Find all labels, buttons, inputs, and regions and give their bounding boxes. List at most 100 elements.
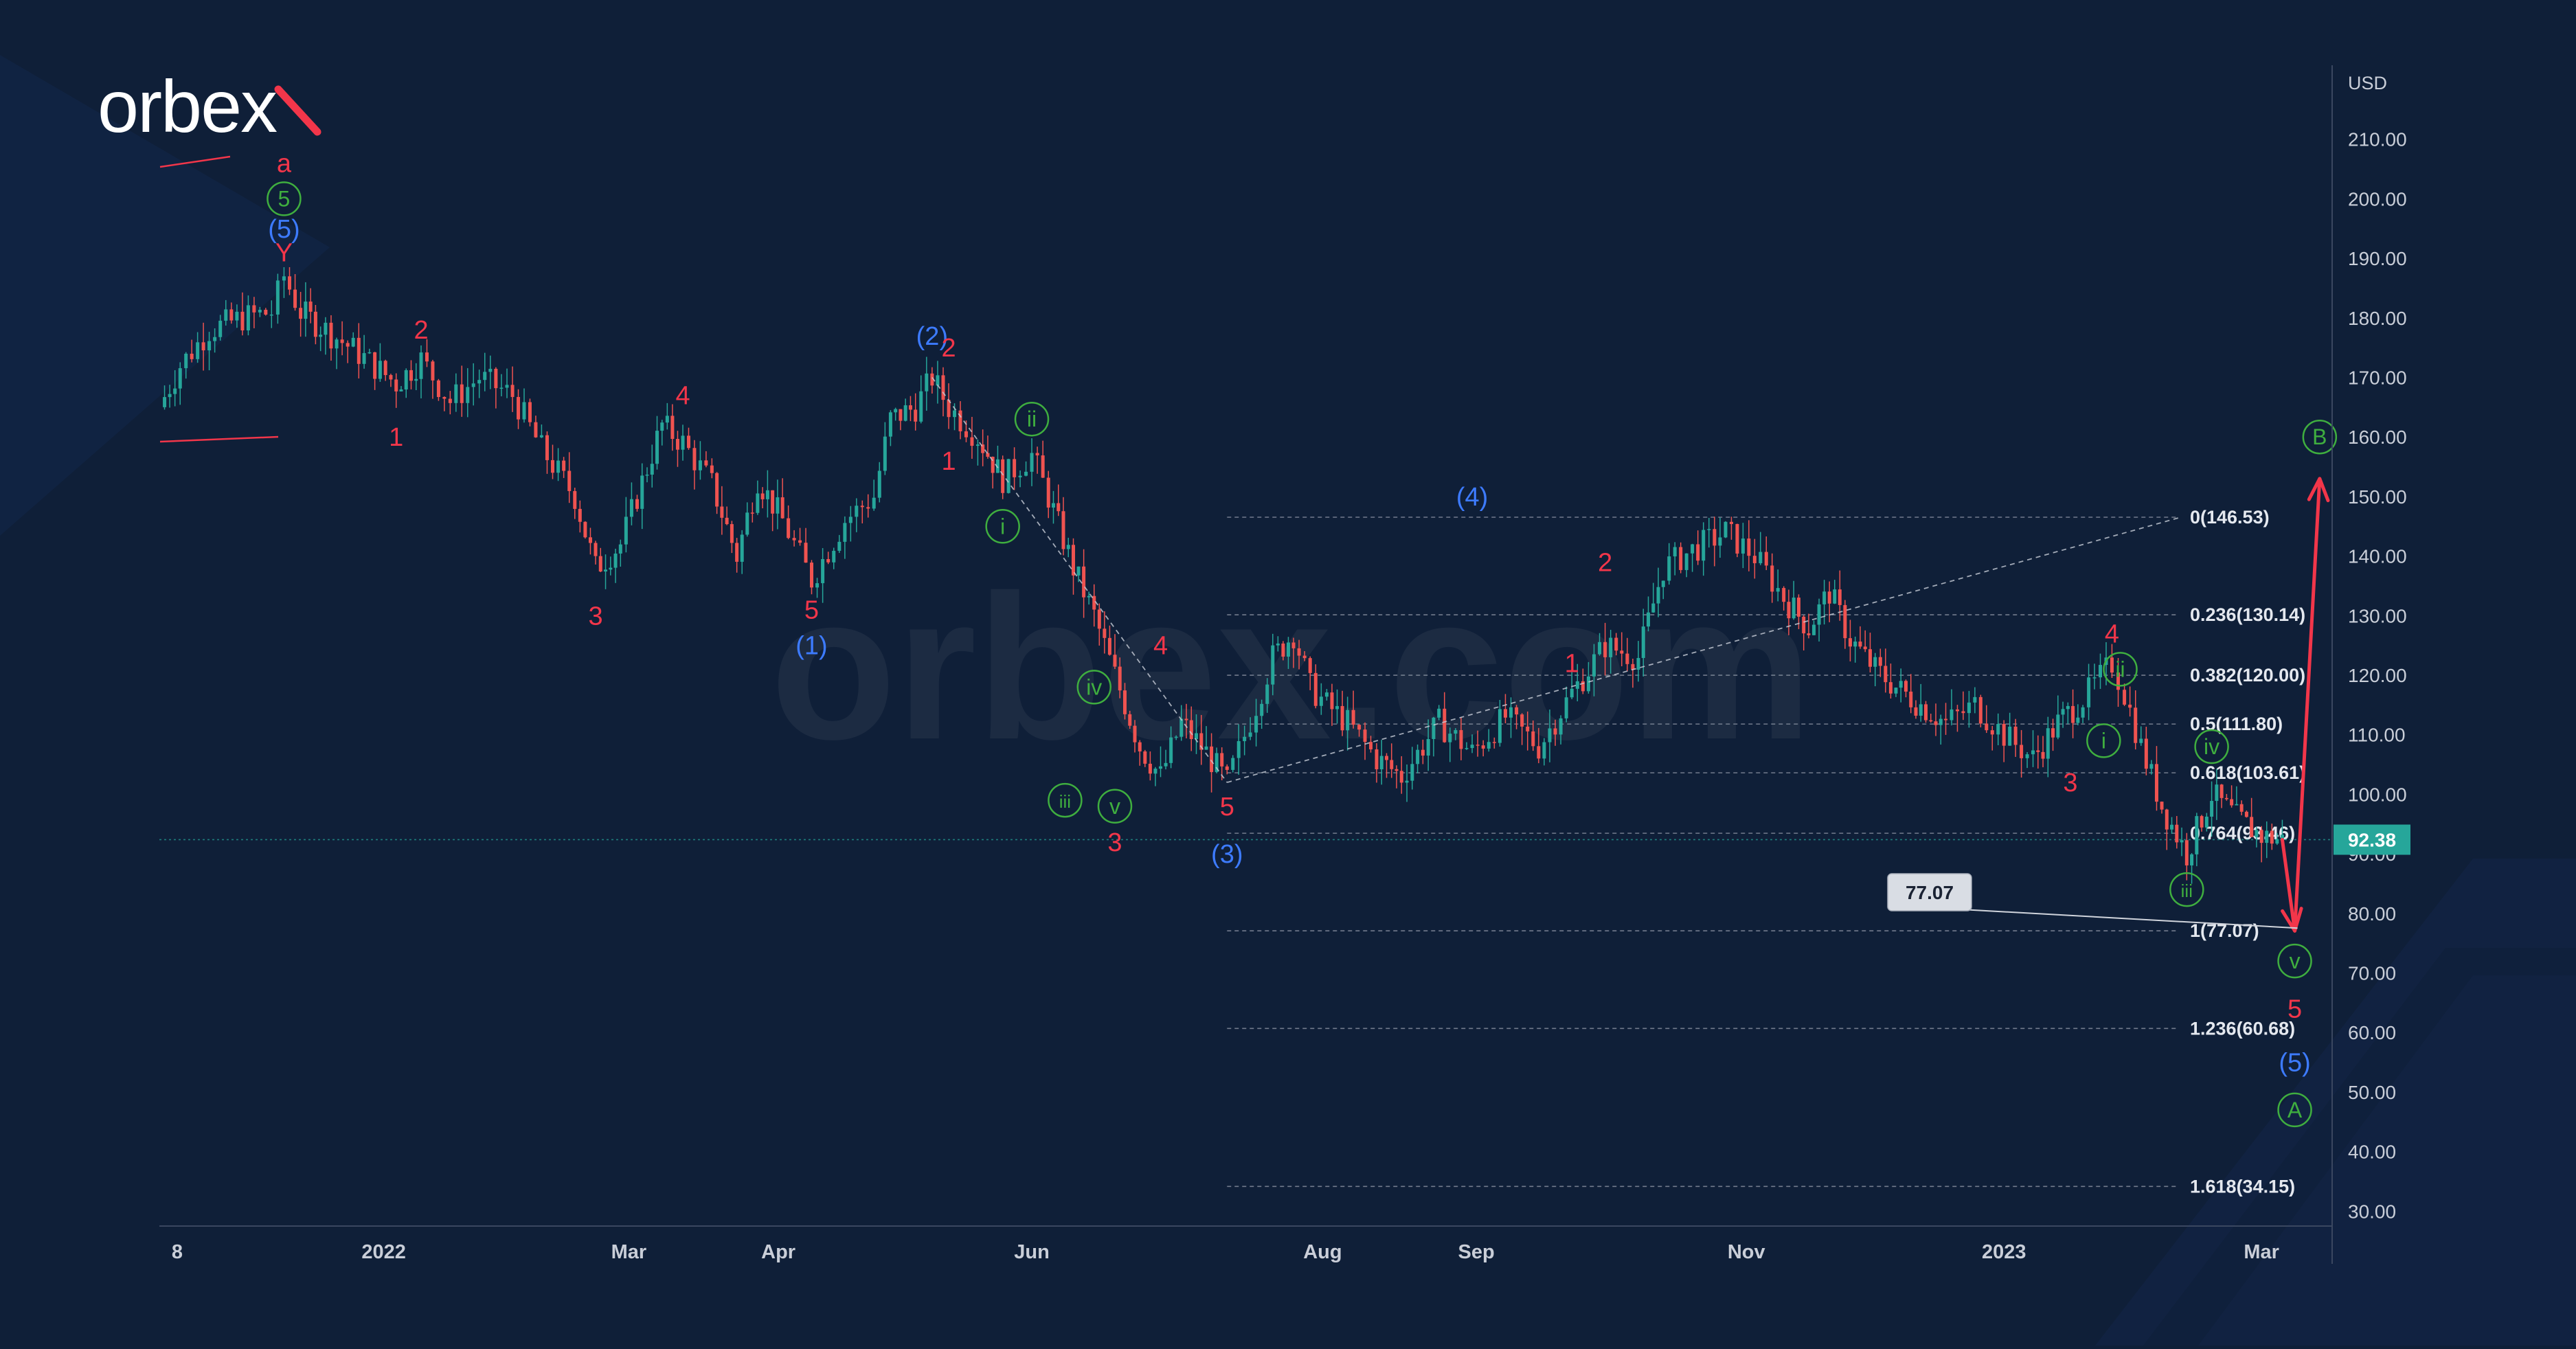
candle-body bbox=[173, 388, 177, 394]
candle-body bbox=[1817, 604, 1821, 625]
candle-body bbox=[2235, 804, 2239, 806]
candle-body bbox=[510, 385, 515, 397]
wave-label: iv bbox=[2204, 734, 2219, 759]
bg-chevron-shape bbox=[0, 55, 330, 536]
wave-label: 4 bbox=[675, 382, 690, 411]
candle-body bbox=[1340, 705, 1344, 731]
candle-body bbox=[1375, 749, 1379, 769]
candle-body bbox=[1919, 704, 1923, 716]
candle-body bbox=[2056, 714, 2060, 738]
candle-body bbox=[609, 567, 613, 570]
candle-body bbox=[2270, 830, 2274, 844]
candle-body bbox=[1097, 609, 1101, 629]
candle-body bbox=[562, 460, 566, 471]
candle-body bbox=[588, 537, 592, 543]
candle-body bbox=[1702, 530, 1706, 561]
candle-body bbox=[335, 339, 339, 349]
candle-body bbox=[1308, 658, 1312, 673]
candle-body bbox=[655, 431, 659, 464]
candle-body bbox=[2046, 728, 2050, 759]
wave-label: ii bbox=[1027, 407, 1037, 431]
candle-body bbox=[1924, 704, 1928, 721]
candle-body bbox=[2215, 784, 2219, 802]
candle-body bbox=[2061, 709, 2065, 715]
last-price-text: 92.38 bbox=[2348, 829, 2396, 850]
candle-body bbox=[2149, 764, 2154, 769]
wave-label: 3 bbox=[588, 602, 602, 631]
candle-body bbox=[488, 368, 493, 372]
candle-body bbox=[368, 352, 372, 354]
candle-body bbox=[2134, 707, 2138, 743]
candle-body bbox=[313, 311, 317, 337]
wave-label: 5 bbox=[804, 596, 819, 625]
candle-body bbox=[1465, 748, 1469, 749]
candle-body bbox=[740, 534, 744, 562]
candle-body bbox=[888, 412, 892, 437]
candle-body bbox=[1939, 718, 1943, 725]
candle-body bbox=[908, 405, 912, 410]
candle-body bbox=[1838, 589, 1842, 605]
wave-label-circle bbox=[2103, 652, 2138, 687]
candle-body bbox=[1369, 742, 1373, 749]
candle-body bbox=[855, 506, 859, 517]
brand-logo-text: orbex bbox=[98, 65, 277, 148]
candle-body bbox=[1515, 707, 1519, 715]
candle-body bbox=[1248, 732, 1252, 737]
candle-body bbox=[681, 435, 685, 450]
candle-body bbox=[2230, 799, 2234, 806]
candle-body bbox=[1390, 760, 1394, 769]
wave-label: (5) bbox=[268, 215, 300, 244]
y-tick-label: 80.00 bbox=[2348, 903, 2396, 925]
candle-body bbox=[304, 302, 308, 319]
candle-body bbox=[2051, 728, 2055, 738]
candle-body bbox=[1195, 733, 1199, 740]
candle-body bbox=[730, 524, 734, 543]
candle-body bbox=[324, 322, 328, 335]
candle-body bbox=[522, 402, 526, 420]
x-tick-label: Mar bbox=[2244, 1241, 2279, 1263]
candle-body bbox=[573, 490, 577, 509]
candle-body bbox=[1174, 736, 1178, 738]
wave-label: iii bbox=[2181, 881, 2193, 901]
candle-body bbox=[1985, 723, 1989, 731]
candle-body bbox=[346, 343, 350, 347]
wave-label: 3 bbox=[1107, 828, 1122, 857]
candle-body bbox=[947, 400, 951, 418]
y-tick-label: 150.00 bbox=[2348, 486, 2407, 508]
candle-body bbox=[970, 437, 974, 446]
wave-label: iv bbox=[1086, 674, 1102, 699]
trend-overlays bbox=[159, 155, 2182, 783]
candle-body bbox=[1379, 756, 1383, 769]
candle-body bbox=[1225, 766, 1229, 770]
candle-body bbox=[941, 375, 945, 400]
candle-body bbox=[1614, 637, 1618, 651]
candle-body bbox=[1735, 523, 1739, 554]
wave-label: 1 bbox=[389, 423, 403, 452]
y-tick-label: 210.00 bbox=[2348, 129, 2407, 150]
fib-level-label: 1.618(34.15) bbox=[2190, 1176, 2295, 1197]
candle-body bbox=[1822, 591, 1827, 604]
candle-body bbox=[776, 497, 780, 514]
wave-label-circle bbox=[1014, 401, 1050, 437]
candle-body bbox=[1092, 596, 1096, 610]
candle-body bbox=[2087, 677, 2091, 707]
candle-body bbox=[442, 397, 447, 399]
candle-body bbox=[810, 563, 814, 588]
candle-body bbox=[1878, 657, 1882, 666]
candle-body bbox=[201, 342, 205, 351]
candle-body bbox=[1346, 710, 1350, 731]
fib-level-label: 1.236(60.68) bbox=[2190, 1018, 2295, 1039]
candle-body bbox=[2200, 816, 2204, 828]
x-tick-label: Jun bbox=[1014, 1241, 1050, 1263]
candle-body bbox=[2219, 784, 2224, 798]
candle-body bbox=[958, 410, 962, 431]
candle-body bbox=[872, 497, 876, 509]
candle-body bbox=[1260, 703, 1264, 716]
y-tick-label: 180.00 bbox=[2348, 308, 2407, 329]
candle-body bbox=[2099, 665, 2103, 678]
candle-body bbox=[499, 387, 504, 389]
candle-body bbox=[1335, 705, 1340, 710]
candle-body bbox=[1592, 654, 1596, 677]
candle-body bbox=[1718, 537, 1722, 546]
candle-body bbox=[1967, 702, 1971, 714]
